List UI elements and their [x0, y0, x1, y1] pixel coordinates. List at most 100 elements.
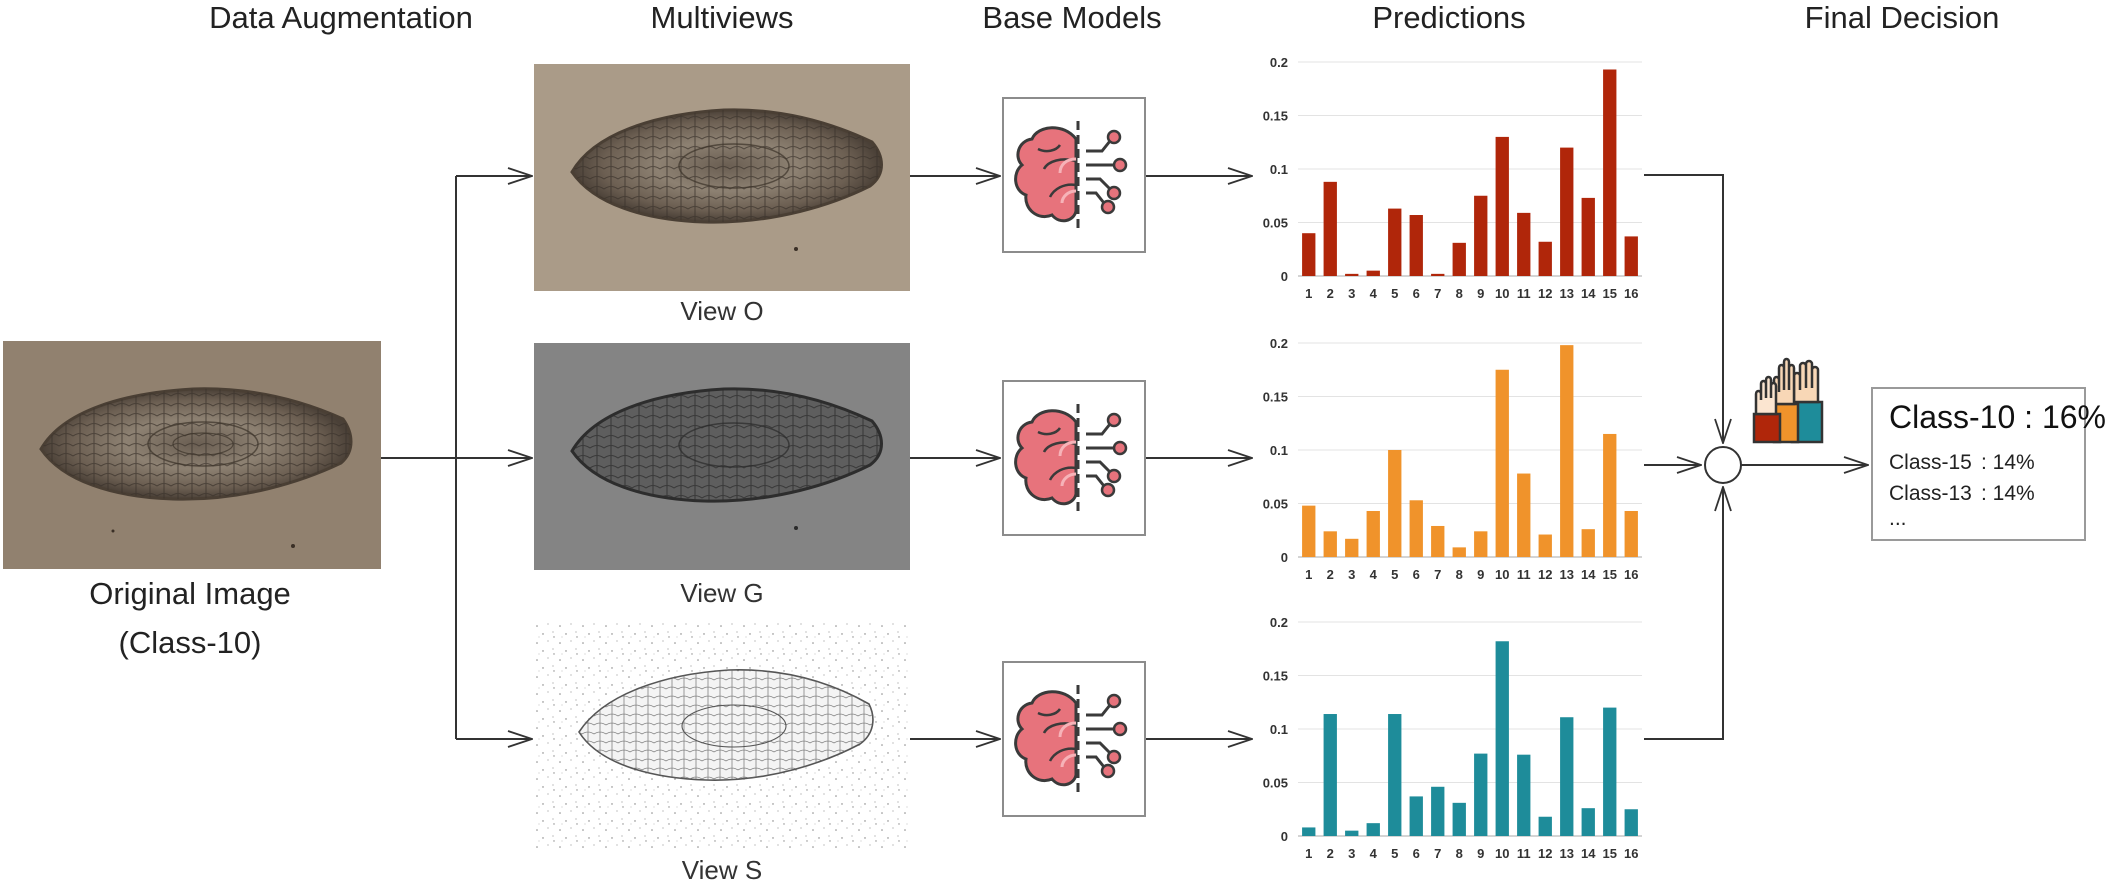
bar [1409, 796, 1423, 836]
x-tick-label: 4 [1370, 846, 1378, 861]
title-multiviews: Multiviews [650, 0, 794, 35]
decision-class-value: : 14% [1981, 451, 2035, 474]
x-tick-label: 13 [1560, 567, 1574, 582]
bar [1517, 212, 1531, 276]
decision-top-class: Class-10 : 16% [1889, 399, 2106, 435]
bar [1538, 241, 1552, 276]
x-tick-label: 10 [1495, 286, 1509, 301]
y-tick-label: 0 [1281, 269, 1288, 284]
bar [1474, 753, 1488, 836]
x-tick-label: 3 [1348, 286, 1355, 301]
title-predictions: Predictions [1372, 0, 1526, 35]
y-tick-label: 0.15 [1263, 390, 1288, 405]
bar [1560, 717, 1574, 836]
y-tick-label: 0.15 [1263, 669, 1288, 684]
title-final-decision: Final Decision [1804, 0, 2000, 35]
x-tick-label: 12 [1538, 846, 1552, 861]
base-model-3 [1002, 661, 1146, 817]
base-model-2 [1002, 380, 1146, 536]
decision-class-name: Class-13 [1889, 482, 1972, 505]
x-tick-label: 3 [1348, 567, 1355, 582]
x-tick-label: 2 [1327, 286, 1334, 301]
ai-brain-icon [1014, 121, 1128, 229]
y-tick-label: 0 [1281, 829, 1288, 844]
bar [1474, 195, 1488, 276]
bar [1581, 529, 1595, 557]
x-tick-label: 15 [1603, 567, 1617, 582]
decision-row: Class-15 : 14% [1889, 451, 2035, 475]
final-decision-box: Class-10 : 16% Class-15 : 14% Class-13 : 1… [1871, 387, 2106, 541]
x-tick-label: 7 [1434, 286, 1441, 301]
bar [1581, 808, 1595, 836]
x-tick-label: 7 [1434, 846, 1441, 861]
x-tick-label: 3 [1348, 846, 1355, 861]
voting-node [1704, 446, 1742, 484]
decision-class-value: : 14% [1981, 482, 2035, 505]
y-tick-label: 0.2 [1270, 336, 1288, 351]
x-tick-label: 10 [1495, 846, 1509, 861]
y-tick-label: 0.05 [1263, 776, 1288, 791]
bar [1323, 531, 1337, 557]
view-o-label: View O [680, 296, 764, 326]
x-tick-label: 7 [1434, 567, 1441, 582]
title-base-models: Base Models [982, 0, 1162, 35]
x-tick-label: 12 [1538, 286, 1552, 301]
bar [1323, 181, 1337, 276]
bar [1517, 754, 1531, 836]
x-tick-label: 10 [1495, 567, 1509, 582]
bar [1302, 505, 1316, 557]
bar [1431, 525, 1445, 557]
bar [1409, 500, 1423, 557]
x-tick-label: 13 [1560, 846, 1574, 861]
y-tick-label: 0.1 [1270, 443, 1288, 458]
y-tick-label: 0.05 [1263, 216, 1288, 231]
bar [1495, 369, 1509, 557]
x-tick-label: 16 [1624, 286, 1638, 301]
bar [1302, 827, 1316, 836]
x-tick-label: 4 [1370, 286, 1378, 301]
bar [1603, 707, 1617, 836]
original-image-label: Original Image [89, 576, 291, 611]
x-tick-label: 5 [1391, 286, 1398, 301]
y-tick-label: 0.15 [1263, 109, 1288, 124]
original-image-class: (Class-10) [118, 625, 262, 660]
bar [1581, 197, 1595, 276]
voting-hands-icon [1752, 357, 1824, 444]
x-tick-label: 11 [1517, 567, 1531, 582]
decision-class-name: Class-15 [1889, 451, 1972, 474]
bar [1538, 534, 1552, 557]
bar [1624, 809, 1638, 836]
x-tick-label: 1 [1305, 846, 1312, 861]
y-tick-label: 0.05 [1263, 497, 1288, 512]
y-tick-label: 0.1 [1270, 722, 1288, 737]
bar [1366, 270, 1380, 276]
view-g-label: View G [680, 578, 764, 608]
bar [1345, 538, 1359, 557]
y-tick-label: 0.1 [1270, 162, 1288, 177]
bar [1452, 242, 1466, 276]
x-tick-label: 6 [1413, 567, 1420, 582]
bar [1388, 208, 1402, 276]
y-tick-label: 0 [1281, 550, 1288, 565]
ai-brain-icon [1014, 685, 1128, 793]
decision-more: ... [1889, 507, 1907, 530]
bar [1431, 786, 1445, 836]
prediction-chart-view-o: 00.050.10.150.21 2 3 4 5 6 7 8 9 10 11 12 13 14 15 16 [1263, 55, 1642, 301]
bar [1452, 547, 1466, 557]
bar [1409, 215, 1423, 276]
ai-brain-icon [1014, 404, 1128, 512]
x-tick-label: 6 [1413, 286, 1420, 301]
bar [1560, 147, 1574, 276]
x-tick-label: 14 [1581, 286, 1596, 301]
bar [1388, 450, 1402, 557]
x-tick-label: 16 [1624, 846, 1638, 861]
title-data-augmentation: Data Augmentation [209, 0, 473, 35]
bar [1345, 273, 1359, 276]
bar [1560, 345, 1574, 557]
bar [1302, 233, 1316, 276]
bar [1538, 816, 1552, 836]
x-tick-label: 2 [1327, 846, 1334, 861]
bar [1388, 714, 1402, 836]
x-tick-label: 1 [1305, 567, 1312, 582]
x-tick-label: 8 [1456, 286, 1463, 301]
